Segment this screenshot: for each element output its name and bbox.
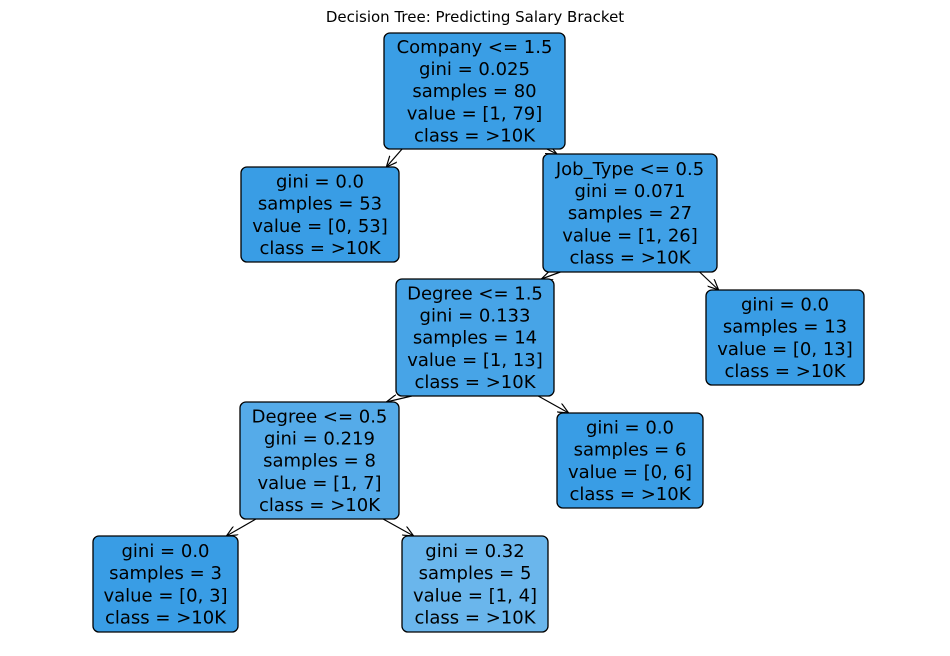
node-text-line: samples = 27 bbox=[568, 203, 692, 224]
edge-n5-n8 bbox=[382, 518, 414, 536]
node-text-line: samples = 80 bbox=[412, 81, 536, 102]
node-text-line: value = [0, 6] bbox=[568, 462, 692, 483]
node-text-line: gini = 0.025 bbox=[419, 59, 530, 80]
edge-n0-n2 bbox=[547, 149, 557, 154]
node-text-line: gini = 0.0 bbox=[741, 294, 829, 315]
edge-n5-n7 bbox=[226, 518, 257, 536]
node-text-line: gini = 0.219 bbox=[264, 429, 375, 450]
node-text-line: gini = 0.32 bbox=[425, 541, 524, 562]
node-box bbox=[240, 166, 400, 263]
node-text-line: class = >10K bbox=[259, 495, 381, 516]
node-text-line: value = [0, 13] bbox=[717, 339, 853, 360]
edge-n3-n6 bbox=[537, 395, 568, 413]
node-text-line: samples = 14 bbox=[413, 328, 537, 349]
edges-layer bbox=[226, 149, 718, 536]
node-text-line: value = [1, 13] bbox=[407, 350, 543, 371]
node-box bbox=[395, 278, 555, 397]
node-text-line: class = >10K bbox=[725, 361, 847, 382]
node-text-line: value = [0, 53] bbox=[252, 216, 388, 237]
edge-n3-n5 bbox=[386, 396, 412, 402]
node-text-line: samples = 8 bbox=[263, 451, 376, 472]
node-text-line: samples = 13 bbox=[723, 317, 847, 338]
node-text-line: value = [1, 79] bbox=[407, 103, 543, 124]
node-box bbox=[239, 401, 400, 520]
edge-n2-n3 bbox=[541, 272, 561, 279]
diagram-title: Decision Tree: Predicting Salary Bracket bbox=[326, 8, 624, 26]
edge-n2-n4 bbox=[699, 271, 719, 290]
node-text-line: samples = 6 bbox=[574, 440, 687, 461]
node-text-line: class = >10K bbox=[570, 248, 692, 269]
node-text-line: class = >10K bbox=[105, 608, 227, 629]
node-text-line: samples = 5 bbox=[419, 563, 532, 584]
node-box bbox=[401, 535, 549, 633]
node-text-line: gini = 0.0 bbox=[586, 417, 674, 438]
node-box bbox=[556, 412, 704, 509]
node-text-line: Degree <= 1.5 bbox=[407, 283, 543, 304]
node-text-line: gini = 0.0 bbox=[122, 541, 210, 562]
node-text-line: class = >10K bbox=[570, 484, 692, 505]
node-text-line: Degree <= 0.5 bbox=[252, 406, 388, 427]
node-box bbox=[383, 32, 566, 150]
node-text-line: class = >10K bbox=[414, 126, 536, 147]
node-text-line: samples = 3 bbox=[109, 563, 222, 584]
node-box bbox=[705, 289, 865, 386]
node-text-line: gini = 0.071 bbox=[575, 181, 686, 202]
node-text-line: gini = 0.133 bbox=[420, 306, 531, 327]
node-box bbox=[542, 153, 718, 273]
node-text-line: value = [1, 7] bbox=[257, 473, 381, 494]
node-box bbox=[92, 535, 239, 633]
node-text-line: samples = 53 bbox=[258, 194, 382, 215]
node-text-line: Job_Type <= 0.5 bbox=[555, 159, 704, 180]
node-text-line: Company <= 1.5 bbox=[397, 37, 553, 58]
node-text-line: value = [1, 26] bbox=[562, 225, 698, 246]
node-text-line: class = >10K bbox=[415, 608, 537, 629]
node-text-line: class = >10K bbox=[260, 238, 382, 259]
node-text-line: class = >10K bbox=[415, 372, 537, 393]
node-text-line: gini = 0.0 bbox=[276, 171, 364, 192]
edge-n0-n1 bbox=[386, 148, 403, 167]
node-text-line: value = [1, 4] bbox=[413, 585, 537, 606]
node-text-line: value = [0, 3] bbox=[103, 585, 227, 606]
